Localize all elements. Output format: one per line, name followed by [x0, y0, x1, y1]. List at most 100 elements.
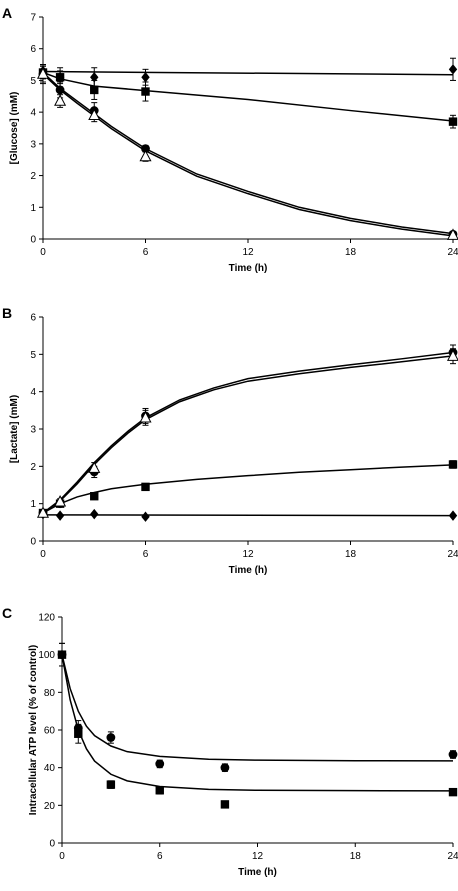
data-point-diamond	[90, 72, 99, 83]
fit-curve-diamond	[42, 70, 454, 76]
data-point-triangle	[54, 94, 67, 106]
y-axis-label: Intracellular ATP level (% of control)	[28, 645, 39, 815]
data-point-triangle	[446, 228, 458, 240]
y-axis-label: [Lactate] (mM)	[9, 395, 20, 463]
data-point-square	[106, 780, 116, 789]
fit-curve-triangle-open	[42, 73, 454, 237]
data-point-square	[74, 729, 83, 738]
panel-label: C	[2, 605, 12, 621]
fit-curve-square	[42, 464, 454, 514]
data-point-triangle	[54, 495, 67, 507]
data-point-square	[141, 87, 150, 96]
y-tick-label: 80	[44, 688, 56, 699]
x-axis-label: Time (h)	[229, 263, 268, 274]
y-tick-label: 3	[30, 425, 36, 436]
y-tick-label: 4	[30, 387, 36, 398]
data-point-square	[448, 787, 458, 797]
x-tick-label: 0	[40, 247, 46, 258]
x-tick-label: 18	[345, 247, 357, 258]
y-tick-label: 1	[30, 203, 36, 214]
data-point-circle	[220, 763, 230, 773]
data-point-triangle	[36, 506, 50, 518]
data-point-circle	[448, 750, 458, 759]
panel-label: B	[2, 305, 12, 321]
series-triangle-open	[36, 64, 458, 240]
data-point-triangle	[139, 411, 152, 423]
data-point-square	[90, 492, 99, 501]
data-point-diamond	[141, 511, 150, 522]
fit-curve-circle	[42, 71, 454, 235]
fit-curve-circle	[42, 351, 454, 514]
y-tick-label: 2	[30, 462, 36, 473]
series-square	[57, 642, 458, 809]
chart-panel-c: C 0 20 40 60 80 100 120 0 6 12 18 24 Time (h) Intracel…	[2, 605, 458, 878]
y-tick-label: 40	[44, 763, 56, 774]
x-axis-label: Time (h)	[229, 565, 268, 576]
x-axis-label: Time (h)	[238, 867, 277, 878]
x-tick-label: 18	[350, 851, 362, 862]
y-axis-label: [Glucose] (mM)	[9, 92, 20, 165]
data-point-triangle	[446, 349, 458, 361]
y-tick-label: 1	[30, 499, 36, 510]
series-circle	[38, 65, 458, 239]
y-tick-label: 6	[30, 44, 36, 55]
data-point-diamond	[90, 508, 99, 520]
data-point-square	[448, 460, 458, 469]
data-point-circle	[141, 144, 150, 154]
data-point-diamond	[141, 72, 150, 83]
data-point-square	[448, 117, 458, 126]
series-triangle-open	[36, 348, 458, 518]
series-circle	[57, 642, 458, 773]
data-point-circle	[106, 733, 116, 742]
data-point-square	[55, 73, 65, 82]
fit-curve-circle	[61, 654, 454, 762]
y-tick-label: 0	[49, 839, 55, 850]
data-point-square	[141, 482, 150, 492]
data-point-circle	[55, 85, 65, 95]
data-point-diamond	[55, 510, 65, 521]
x-tick-label: 12	[252, 851, 264, 862]
x-tick-label: 24	[447, 851, 458, 862]
x-tick-label: 24	[447, 247, 458, 258]
data-point-diamond	[448, 64, 458, 75]
y-tick-label: 0	[30, 537, 36, 548]
fit-curve-square	[42, 71, 454, 122]
x-tick-label: 0	[40, 549, 46, 560]
data-point-circle	[155, 759, 165, 769]
data-point-triangle	[36, 67, 50, 79]
data-point-triangle	[88, 108, 101, 121]
series-square	[38, 460, 458, 518]
y-tick-label: 5	[30, 350, 36, 361]
panel-label: A	[2, 5, 12, 21]
x-tick-label: 0	[59, 851, 65, 862]
fit-curve-triangle-open	[42, 355, 454, 514]
data-point-square	[57, 650, 67, 659]
y-tick-label: 100	[38, 650, 55, 661]
y-tick-label: 20	[44, 801, 56, 812]
y-tick-label: 6	[30, 313, 36, 324]
fit-curve-diamond	[42, 514, 454, 517]
x-tick-label: 6	[143, 247, 149, 258]
data-point-diamond	[448, 510, 458, 521]
x-tick-label: 24	[447, 549, 458, 560]
y-tick-label: 7	[30, 13, 36, 24]
data-point-square	[220, 800, 230, 809]
y-tick-label: 4	[30, 108, 36, 119]
data-point-square	[155, 786, 164, 795]
y-tick-label: 5	[30, 76, 36, 87]
y-tick-label: 3	[30, 139, 36, 150]
data-point-square	[90, 85, 99, 95]
fit-curve-square	[61, 654, 454, 792]
x-tick-label: 12	[242, 247, 254, 258]
y-tick-label: 2	[30, 171, 36, 182]
data-point-triangle	[88, 461, 101, 473]
data-point-triangle	[139, 149, 152, 162]
x-tick-label: 18	[345, 549, 357, 560]
y-tick-label: 60	[44, 726, 56, 737]
x-tick-label: 12	[242, 549, 254, 560]
x-tick-label: 6	[143, 549, 149, 560]
y-tick-label: 120	[38, 613, 55, 624]
